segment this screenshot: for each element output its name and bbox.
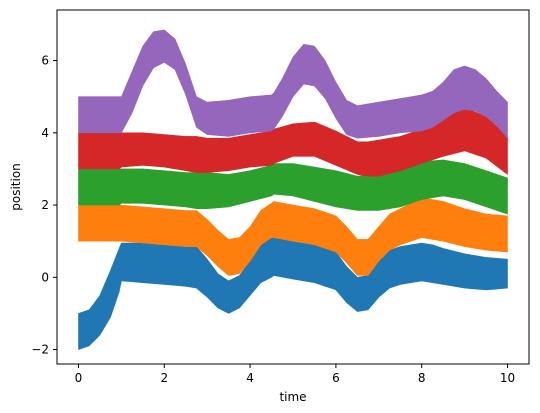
y-tick-label: 6 [41, 54, 49, 68]
y-tick-label: −2 [31, 343, 49, 357]
series-band-4 [78, 107, 508, 177]
x-tick-label: 2 [160, 371, 168, 385]
x-tick-label: 8 [418, 371, 426, 385]
series-band-5 [78, 29, 508, 140]
y-axis: −2 0 2 4 6 [31, 54, 57, 357]
y-tick-label: 4 [41, 126, 49, 140]
x-tick-label: 0 [75, 371, 83, 385]
plot-frame [56, 9, 530, 365]
y-tick-label: 2 [41, 198, 49, 212]
x-tick-label: 4 [246, 371, 254, 385]
series-layer [78, 29, 508, 351]
x-tick-label: 10 [500, 371, 515, 385]
series-band-1 [78, 235, 508, 351]
x-axis-label: time [279, 390, 306, 404]
x-tick-label: 6 [332, 371, 340, 385]
y-tick-label: 0 [41, 270, 49, 284]
series-band-2 [78, 197, 508, 276]
x-axis: 0 2 4 6 8 10 [75, 364, 515, 385]
y-axis-label: position [9, 163, 23, 211]
series-band-3 [78, 159, 508, 215]
